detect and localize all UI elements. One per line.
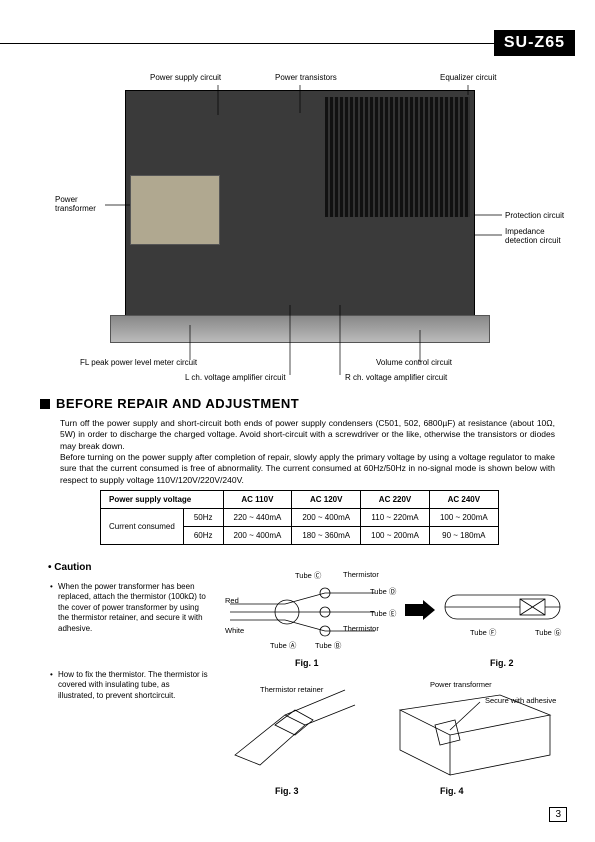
label-tubeG: Tube Ⓖ — [535, 627, 561, 638]
label-power-transformer: Power transformer — [430, 680, 492, 689]
td-60hz: 60Hz — [183, 527, 223, 545]
label-thermistor-retainer: Thermistor retainer — [260, 685, 323, 694]
th-120: AC 120V — [292, 491, 361, 509]
fig3-svg — [225, 685, 365, 775]
callout-protection-circuit: Protection circuit — [505, 211, 564, 220]
label-white: White — [225, 626, 244, 635]
label-tubeB: Tube Ⓑ — [315, 640, 341, 651]
td-60-110: 200 ~ 400mA — [223, 527, 292, 545]
fig4: Power transformer Secure with adhesive — [380, 680, 560, 790]
td-60-240: 90 ~ 180mA — [429, 527, 498, 545]
callout-rch-amp: R ch. voltage amplifier circuit — [345, 373, 447, 382]
callout-power-transformer: Power transformer — [55, 195, 96, 213]
label-red: Red — [225, 596, 239, 605]
td-50-220: 110 ~ 220mA — [361, 509, 430, 527]
page-number: 3 — [549, 807, 567, 822]
section-heading: BEFORE REPAIR AND ADJUSTMENT — [40, 396, 299, 411]
callout-impedance-detection: Impedance detection circuit — [505, 227, 561, 245]
fig3-label: Fig. 3 — [275, 786, 299, 796]
td-50hz: 50Hz — [183, 509, 223, 527]
top-rule — [0, 43, 505, 44]
bullet-2: How to fix the thermistor. The thermisto… — [58, 670, 208, 701]
fig3: Thermistor retainer — [225, 685, 365, 785]
td-50-110: 220 ~ 440mA — [223, 509, 292, 527]
label-thermistor1: Thermistor — [343, 570, 379, 579]
th-220: AC 220V — [361, 491, 430, 509]
paragraph-2: Before turning on the power supply after… — [60, 452, 555, 486]
leader-lines — [70, 65, 530, 385]
fig4-svg — [380, 680, 560, 780]
paragraph-1: Turn off the power supply and short-circ… — [60, 418, 555, 452]
td-50-240: 100 ~ 200mA — [429, 509, 498, 527]
internal-view-figure: Power supply circuit Power transistors E… — [70, 65, 530, 385]
fig1: Red White Tube Ⓒ Thermistor Tube Ⓓ Tube … — [225, 568, 405, 668]
label-thermistor2: Thermistor — [343, 624, 379, 633]
td-rowlabel: Current consumed — [101, 509, 184, 545]
th-psv: Power supply voltage — [101, 491, 224, 509]
bullet-1: When the power transformer has been repl… — [58, 582, 208, 634]
arrow-icon — [405, 600, 435, 620]
callout-lch-amp: L ch. voltage amplifier circuit — [185, 373, 286, 382]
fig2-label: Fig. 2 — [490, 658, 514, 668]
label-tubeA: Tube Ⓐ — [270, 640, 296, 651]
callout-power-supply-circuit: Power supply circuit — [150, 73, 221, 82]
td-60-120: 180 ~ 360mA — [292, 527, 361, 545]
callout-power-transistors: Power transistors — [275, 73, 337, 82]
label-tubeD: Tube Ⓓ — [370, 586, 396, 597]
td-50-120: 200 ~ 400mA — [292, 509, 361, 527]
callout-equalizer-circuit: Equalizer circuit — [440, 73, 496, 82]
model-badge: SU-Z65 — [494, 30, 575, 56]
label-secure: Secure with adhesive — [485, 696, 556, 705]
label-tubeF: Tube Ⓕ — [470, 627, 496, 638]
th-110: AC 110V — [223, 491, 292, 509]
th-240: AC 240V — [429, 491, 498, 509]
current-consumption-table: Power supply voltage AC 110V AC 120V AC … — [100, 490, 499, 545]
td-60-220: 100 ~ 200mA — [361, 527, 430, 545]
callout-fl-meter: FL peak power level meter circuit — [80, 358, 197, 367]
label-tubeC: Tube Ⓒ — [295, 570, 321, 581]
fig2: Tube Ⓕ Tube Ⓖ — [440, 575, 570, 655]
fig1-label: Fig. 1 — [295, 658, 319, 668]
caution-heading: • Caution — [48, 562, 92, 573]
callout-volume-control: Volume control circuit — [376, 358, 452, 367]
label-tubeE: Tube Ⓔ — [370, 608, 396, 619]
fig4-label: Fig. 4 — [440, 786, 464, 796]
